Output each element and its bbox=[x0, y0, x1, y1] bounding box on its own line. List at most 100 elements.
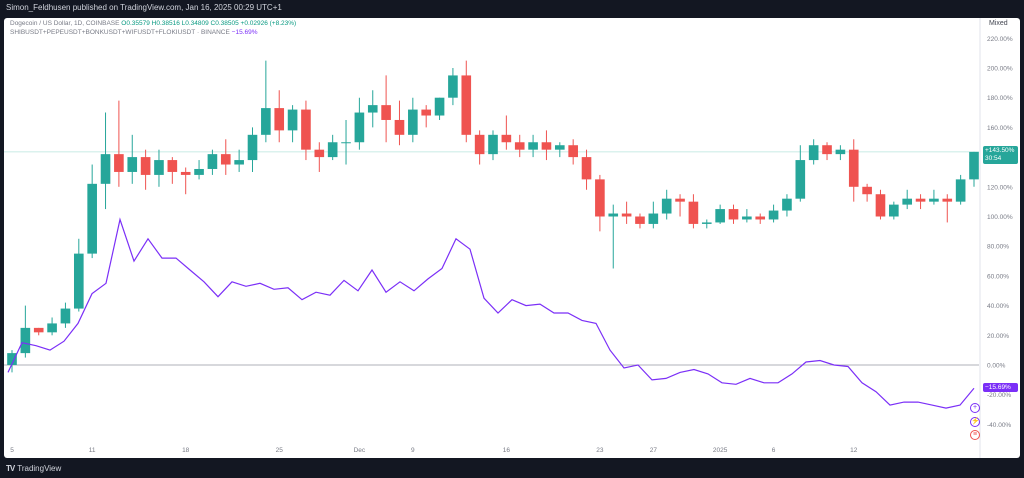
candle-body bbox=[768, 210, 779, 220]
symbol-name: Dogecoin / US Dollar, 1D, COINBASE bbox=[10, 20, 120, 27]
x-tick-label: 2025 bbox=[713, 447, 728, 454]
candle-body bbox=[701, 222, 712, 224]
candle-body bbox=[20, 327, 31, 354]
candle-body bbox=[541, 142, 552, 150]
candle-body bbox=[528, 142, 538, 150]
candle-body bbox=[728, 209, 739, 220]
bar-countdown: 30:54 bbox=[985, 155, 1002, 162]
candle-body bbox=[715, 209, 725, 223]
candle-body bbox=[341, 142, 351, 144]
lightning-icon[interactable]: ⚡ bbox=[970, 417, 980, 427]
candle-body bbox=[621, 213, 632, 217]
x-tick-label: 11 bbox=[89, 447, 96, 454]
candle-body bbox=[875, 194, 886, 217]
y-tick-label: -40.00% bbox=[987, 422, 1011, 429]
candle-body bbox=[595, 179, 605, 217]
bottom-bar: TV TradingView bbox=[0, 458, 1024, 478]
candle-body bbox=[448, 75, 458, 98]
candle-body bbox=[194, 168, 204, 175]
candle-body bbox=[929, 198, 939, 202]
x-tick-label: 18 bbox=[182, 447, 190, 454]
candle-body bbox=[314, 149, 325, 158]
candle-body bbox=[488, 134, 498, 155]
candle-body bbox=[808, 145, 819, 161]
x-tick-label: 16 bbox=[503, 447, 511, 454]
last-price-tag: +143.50% 30:54 bbox=[983, 146, 1018, 164]
last-price-value: +143.50% bbox=[985, 147, 1015, 154]
ratio-series-line bbox=[7, 217, 975, 409]
candle-body bbox=[114, 154, 124, 172]
candle-body bbox=[474, 134, 485, 155]
tradingview-logo[interactable]: TV TradingView bbox=[6, 464, 61, 473]
candle-body bbox=[782, 198, 792, 211]
candle-body bbox=[100, 154, 111, 184]
y-tick-label: 40.00% bbox=[987, 303, 1009, 310]
candle-body bbox=[394, 119, 405, 135]
candle-body bbox=[862, 186, 872, 195]
candle-body bbox=[33, 327, 44, 333]
candle-body bbox=[581, 157, 592, 180]
candle-body bbox=[514, 142, 525, 150]
candle-body bbox=[742, 216, 752, 220]
candle-body bbox=[87, 183, 97, 254]
x-tick-label: 25 bbox=[276, 447, 284, 454]
y-tick-label: 200.00% bbox=[987, 66, 1013, 73]
candle-body bbox=[287, 109, 298, 131]
candle-body bbox=[568, 145, 578, 158]
chart-frame[interactable]: 220.00%200.00%180.00%160.00%140.00%120.0… bbox=[4, 18, 1020, 458]
candle-body bbox=[835, 149, 846, 155]
x-tick-label: Dec bbox=[354, 447, 366, 454]
y-tick-label: 20.00% bbox=[987, 333, 1009, 340]
candle-body bbox=[127, 157, 138, 172]
candle-body bbox=[434, 97, 445, 116]
scale-mode-label[interactable]: Mixed bbox=[989, 20, 1008, 27]
candle-body bbox=[367, 105, 378, 113]
candle-body bbox=[301, 109, 311, 150]
candle-body bbox=[848, 149, 859, 187]
symbol-legend: Dogecoin / US Dollar, 1D, COINBASE O0.35… bbox=[10, 20, 296, 27]
y-tick-label: 0.00% bbox=[987, 363, 1006, 370]
candle-body bbox=[915, 198, 926, 202]
candle-body bbox=[675, 198, 685, 202]
candle-body bbox=[755, 216, 766, 220]
top-bar: Simon_Feldhusen published on TradingView… bbox=[0, 0, 1024, 18]
y-tick-label: 80.00% bbox=[987, 244, 1009, 251]
ratio-symbol: SHIBUSDT+PEPEUSDT+BONKUSDT+WIFUSDT+FLOKI… bbox=[10, 29, 230, 36]
candle-body bbox=[207, 154, 218, 169]
candle-body bbox=[220, 154, 231, 165]
x-tick-label: 27 bbox=[650, 447, 658, 454]
x-tick-label: 6 bbox=[772, 447, 776, 454]
candle-body bbox=[421, 109, 432, 116]
plus-icon[interactable]: + bbox=[970, 403, 980, 413]
y-tick-label: 220.00% bbox=[987, 36, 1013, 43]
candle-body bbox=[902, 198, 913, 205]
candle-body bbox=[408, 109, 418, 135]
chart-canvas[interactable]: 220.00%200.00%180.00%160.00%140.00%120.0… bbox=[4, 18, 1020, 458]
candle-body bbox=[608, 213, 619, 217]
x-tick-label: 5 bbox=[10, 447, 14, 454]
candle-body bbox=[167, 160, 178, 172]
tv-logo-icon: TV bbox=[6, 464, 15, 473]
candle-body bbox=[889, 204, 899, 217]
candle-body bbox=[969, 151, 979, 180]
y-tick-label: 60.00% bbox=[987, 273, 1009, 280]
candle-body bbox=[354, 112, 365, 143]
brand-name: TradingView bbox=[17, 464, 62, 473]
us-flag-icon[interactable]: ≡ bbox=[970, 430, 980, 440]
y-tick-label: -20.00% bbox=[987, 392, 1011, 399]
candle-body bbox=[140, 157, 151, 175]
candle-body bbox=[822, 145, 832, 155]
candle-body bbox=[635, 216, 645, 224]
candle-body bbox=[955, 179, 966, 202]
candle-body bbox=[648, 213, 659, 224]
candle-body bbox=[60, 308, 71, 324]
candle-body bbox=[942, 198, 953, 202]
candle-body bbox=[180, 171, 191, 175]
y-tick-label: 160.00% bbox=[987, 125, 1013, 132]
candle-body bbox=[247, 134, 258, 161]
candle-body bbox=[661, 198, 672, 214]
x-tick-label: 9 bbox=[411, 447, 415, 454]
candle-body bbox=[501, 134, 512, 143]
candle-body bbox=[795, 160, 806, 199]
ohlc-values: O0.35579 H0.38516 L0.34809 C0.38505 +0.0… bbox=[121, 20, 297, 27]
